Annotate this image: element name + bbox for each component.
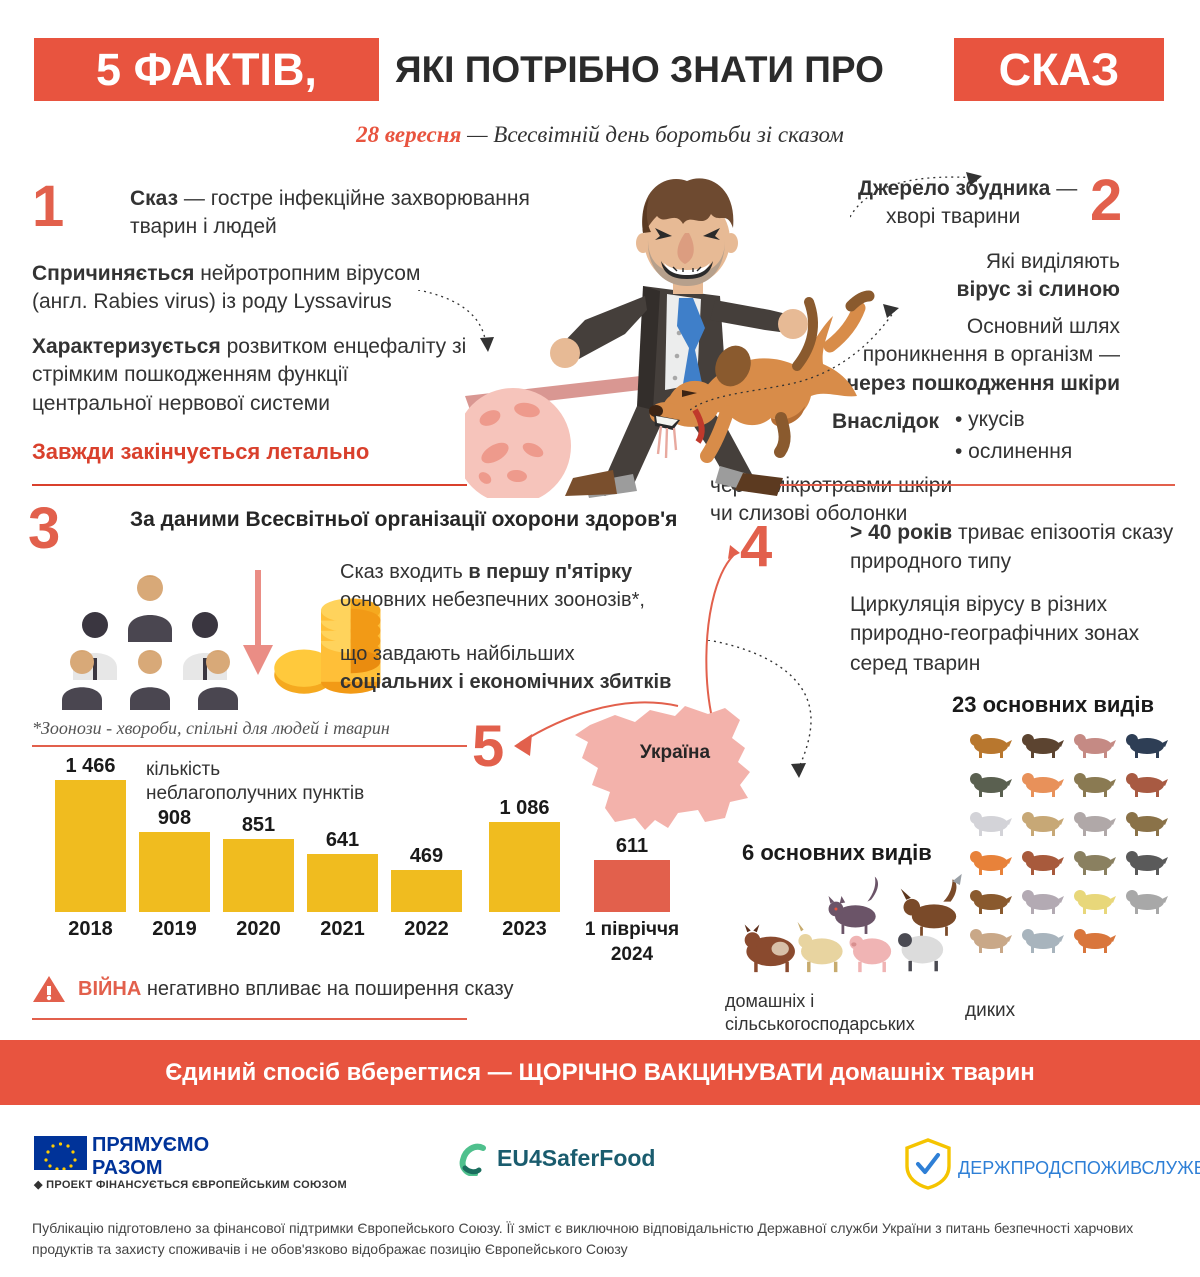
svg-text:Україна: Україна	[640, 742, 711, 763]
